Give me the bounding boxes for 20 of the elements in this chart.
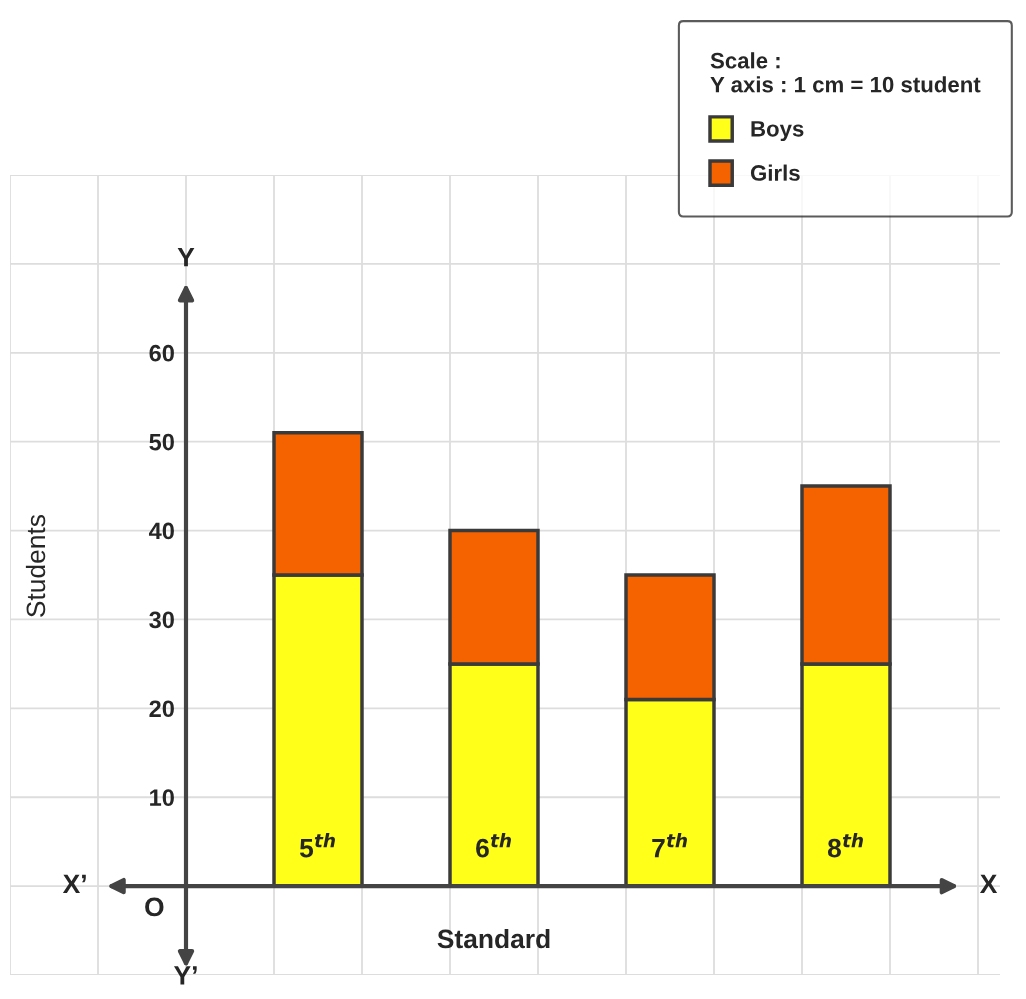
y-tick-label: 30 — [149, 611, 174, 629]
y-axis-title: Students — [25, 514, 46, 617]
x-tick-label: 6$^{th}$ — [476, 833, 511, 858]
text: Y — [177, 248, 195, 267]
text: Y’ — [173, 966, 197, 985]
y-tick-label: 60 — [149, 344, 174, 362]
y-tick-label: 10 — [150, 789, 174, 807]
x-tick-label: 5$^{th}$ — [299, 833, 335, 858]
legend-title: Scale : Y axis : 1 cm = 10 student — [710, 52, 981, 93]
x-tick-label: 8$^{th}$ — [827, 833, 863, 858]
legend-label: Girls — [750, 164, 800, 181]
y-tick-label: 40 — [148, 522, 174, 540]
text: O — [145, 897, 164, 917]
y-tick-label: 50 — [149, 433, 174, 451]
text: X — [979, 874, 998, 893]
text: X’ — [62, 874, 86, 893]
x-axis-title: Standard — [437, 928, 550, 949]
x-tick-label: 7$^{th}$ — [652, 833, 687, 858]
legend-label: Boys — [751, 121, 804, 142]
y-tick-label: 20 — [149, 700, 174, 718]
